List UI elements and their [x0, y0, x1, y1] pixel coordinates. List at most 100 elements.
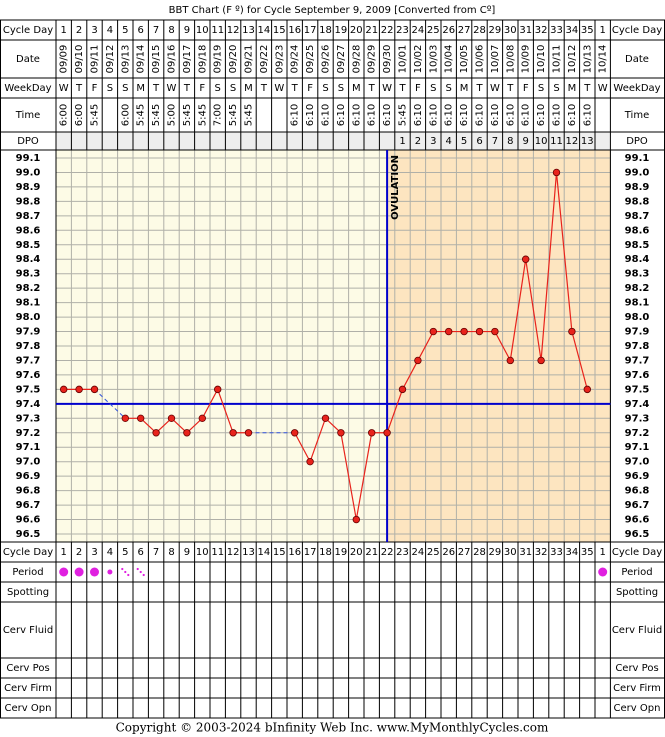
y-tick-label: 98.9 [16, 182, 41, 193]
cycle-day: 15 [273, 547, 286, 558]
date: 10/10 [536, 45, 547, 74]
weekday: T [291, 83, 299, 94]
temp-point [491, 327, 499, 336]
date: 09/26 [321, 45, 332, 74]
cycle-day: 24 [412, 547, 425, 558]
cycle-day: 31 [519, 25, 532, 36]
row-label: Cerv Firm [4, 683, 52, 694]
row-label-right: Date [625, 54, 649, 65]
temp-point [352, 515, 360, 524]
cycle-day: 17 [304, 25, 317, 36]
y-tick-label: 97.3 [16, 413, 41, 424]
weekday: W [598, 83, 608, 94]
temp-point [522, 255, 530, 263]
dpo: 13 [581, 136, 594, 147]
y-tick-label: 98.0 [16, 312, 41, 323]
y-tick-label-right: 97.1 [625, 442, 650, 453]
weekday: T [506, 83, 514, 94]
temp-point [583, 385, 591, 394]
weekday: F [523, 83, 529, 94]
time: 6:10 [305, 104, 316, 126]
weekday: F [307, 83, 313, 94]
row-label: Cerv Pos [6, 663, 49, 674]
y-tick-label: 98.1 [16, 298, 41, 309]
date: 10/14 [598, 45, 609, 74]
date: 10/07 [490, 45, 501, 74]
temp-point [167, 414, 176, 423]
row-label: Cycle Day [3, 25, 53, 36]
cycle-day: 8 [168, 547, 174, 558]
temp-point [506, 356, 514, 365]
time: 6:10 [490, 104, 501, 126]
cycle-day: 19 [335, 25, 348, 36]
temp-point [460, 327, 468, 336]
row-label: Cerv Opn [5, 703, 52, 714]
period-dot [598, 567, 608, 577]
dpo: 10 [535, 136, 548, 147]
temp-point [383, 429, 391, 437]
y-tick-label-right: 96.5 [625, 529, 650, 540]
date: 09/29 [367, 45, 378, 74]
date: 10/03 [428, 45, 439, 74]
y-tick-label-right: 99.0 [625, 167, 650, 178]
y-tick-label: 97.0 [16, 457, 41, 468]
date: 09/17 [182, 45, 193, 74]
cycle-day: 24 [412, 25, 425, 36]
dpo: 5 [461, 136, 467, 147]
y-tick-label: 96.6 [16, 515, 41, 526]
weekday: M [352, 83, 361, 94]
cycle-day: 12 [227, 547, 240, 558]
cycle-day: 33 [550, 547, 563, 558]
cycle-day: 25 [427, 25, 440, 36]
y-tick-label: 98.5 [16, 240, 41, 251]
date: 09/20 [228, 45, 239, 74]
cycle-day: 3 [91, 25, 97, 36]
cycle-day: 34 [566, 547, 579, 558]
cycle-day: 3 [91, 547, 97, 558]
weekday: M [244, 83, 253, 94]
y-tick-label-right: 98.7 [625, 211, 650, 222]
time: 6:10 [321, 104, 332, 126]
dpo: 1 [399, 136, 405, 147]
temp-point [229, 429, 237, 437]
gap-connector [94, 389, 126, 419]
time: 6:00 [74, 104, 85, 126]
cycle-day: 32 [535, 547, 548, 558]
period-dot [59, 567, 69, 577]
dpo: 12 [566, 136, 579, 147]
date: 10/06 [475, 45, 486, 74]
time: 6:10 [367, 104, 378, 126]
weekday: S [230, 83, 236, 94]
weekday: S [430, 83, 436, 94]
date: 10/12 [567, 45, 578, 74]
date: 10/09 [521, 45, 532, 74]
y-tick-label-right: 98.5 [625, 240, 650, 251]
weekday: W [274, 83, 284, 94]
y-tick-label-right: 98.0 [625, 312, 650, 323]
cycle-day: 2 [76, 25, 82, 36]
temp-point [445, 327, 453, 336]
y-tick-label: 97.7 [16, 355, 41, 366]
row-label: Period [12, 567, 43, 578]
temp-point [244, 429, 253, 437]
date: 09/12 [105, 45, 116, 74]
y-tick-label-right: 96.9 [625, 471, 650, 482]
date: 09/15 [151, 45, 162, 74]
date: 09/19 [213, 45, 224, 74]
y-tick-label: 99.0 [16, 167, 41, 178]
dpo: 9 [523, 136, 529, 147]
time: 6:10 [459, 104, 470, 126]
temp-point [183, 429, 191, 437]
cycle-day: 20 [350, 25, 363, 36]
weekday: S [322, 83, 328, 94]
date: 09/24 [290, 45, 301, 74]
temp-point [75, 385, 83, 394]
date: 10/08 [505, 45, 516, 74]
cycle-day: 10 [196, 547, 209, 558]
date: 09/10 [74, 45, 85, 74]
period-dot [74, 567, 84, 577]
dot [139, 570, 142, 574]
weekday: W [167, 83, 177, 94]
dpo: 8 [507, 136, 513, 147]
